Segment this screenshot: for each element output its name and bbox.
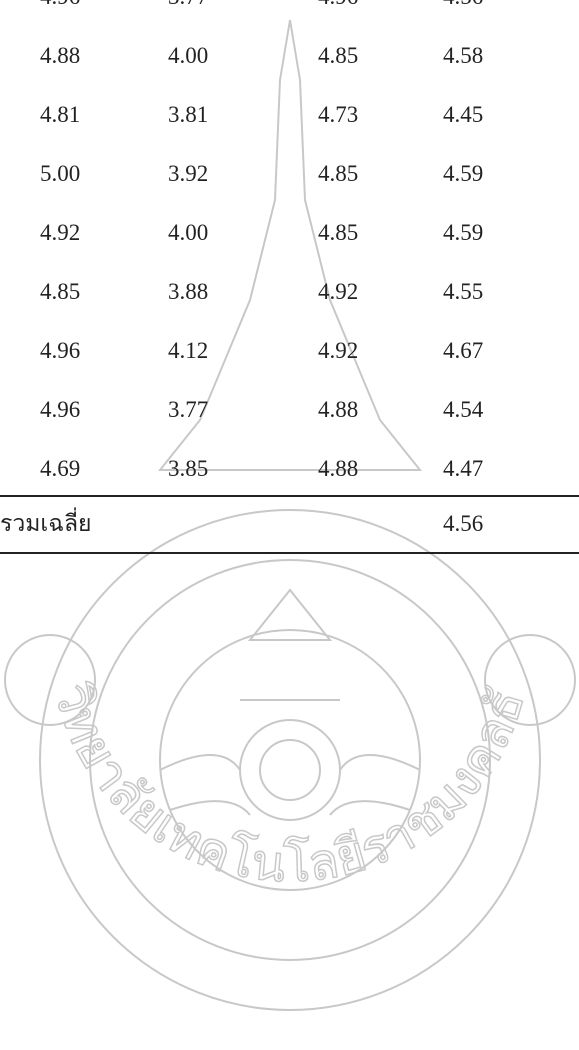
table-cell: 4.96: [318, 0, 358, 8]
table-cell: 4.56: [443, 0, 483, 8]
table-cell: 3.77: [168, 398, 208, 421]
table-cell: 4.54: [443, 398, 483, 421]
watermark-text: มหาวิทยาลัยเทคโนโลยีราชมงคลธัญบุรี: [0, 0, 536, 894]
table-cell: 4.92: [318, 280, 358, 303]
table-cell: 4.67: [443, 339, 483, 362]
page: มหาวิทยาลัยเทคโนโลยีราชมงคลธัญบุรี 4.96 3…: [0, 0, 579, 1050]
table-cell: 4.69: [40, 457, 80, 480]
table-cell: 4.85: [318, 44, 358, 67]
table-cell: 4.96: [40, 398, 80, 421]
table-cell: 4.59: [443, 162, 483, 185]
table-cell: 3.81: [168, 103, 208, 126]
table-cell: 4.92: [318, 339, 358, 362]
table-cell: 4.88: [318, 398, 358, 421]
table-cell: 4.85: [318, 162, 358, 185]
table-cell: 4.96: [40, 339, 80, 362]
table-cell: 4.85: [318, 221, 358, 244]
table-cell: 4.92: [40, 221, 80, 244]
table-cell: 4.81: [40, 103, 80, 126]
total-label: รวมเฉลี่ย: [0, 512, 92, 535]
table-cell: 4.45: [443, 103, 483, 126]
table-cell: 4.88: [40, 44, 80, 67]
table-cell: 4.85: [40, 280, 80, 303]
table-cell: 4.00: [168, 44, 208, 67]
total-value: 4.56: [443, 512, 483, 535]
table-cell: 4.12: [168, 339, 208, 362]
watermark-text-path: มหาวิทยาลัยเทคโนโลยีราชมงคลธัญบุรี: [0, 0, 536, 894]
table-cell: 4.88: [318, 457, 358, 480]
table-cell: 5.00: [40, 162, 80, 185]
table-cell: 3.85: [168, 457, 208, 480]
table-rule: [0, 552, 579, 554]
table-cell: 4.59: [443, 221, 483, 244]
table-cell: 3.88: [168, 280, 208, 303]
table-cell: 3.92: [168, 162, 208, 185]
table-cell: 4.55: [443, 280, 483, 303]
table-cell: 3.77: [168, 0, 208, 8]
table-cell: 4.73: [318, 103, 358, 126]
table-cell: 4.00: [168, 221, 208, 244]
table-cell: 4.58: [443, 44, 483, 67]
table-rule: [0, 495, 579, 497]
table-cell: 4.47: [443, 457, 483, 480]
table-cell: 4.96: [40, 0, 80, 8]
